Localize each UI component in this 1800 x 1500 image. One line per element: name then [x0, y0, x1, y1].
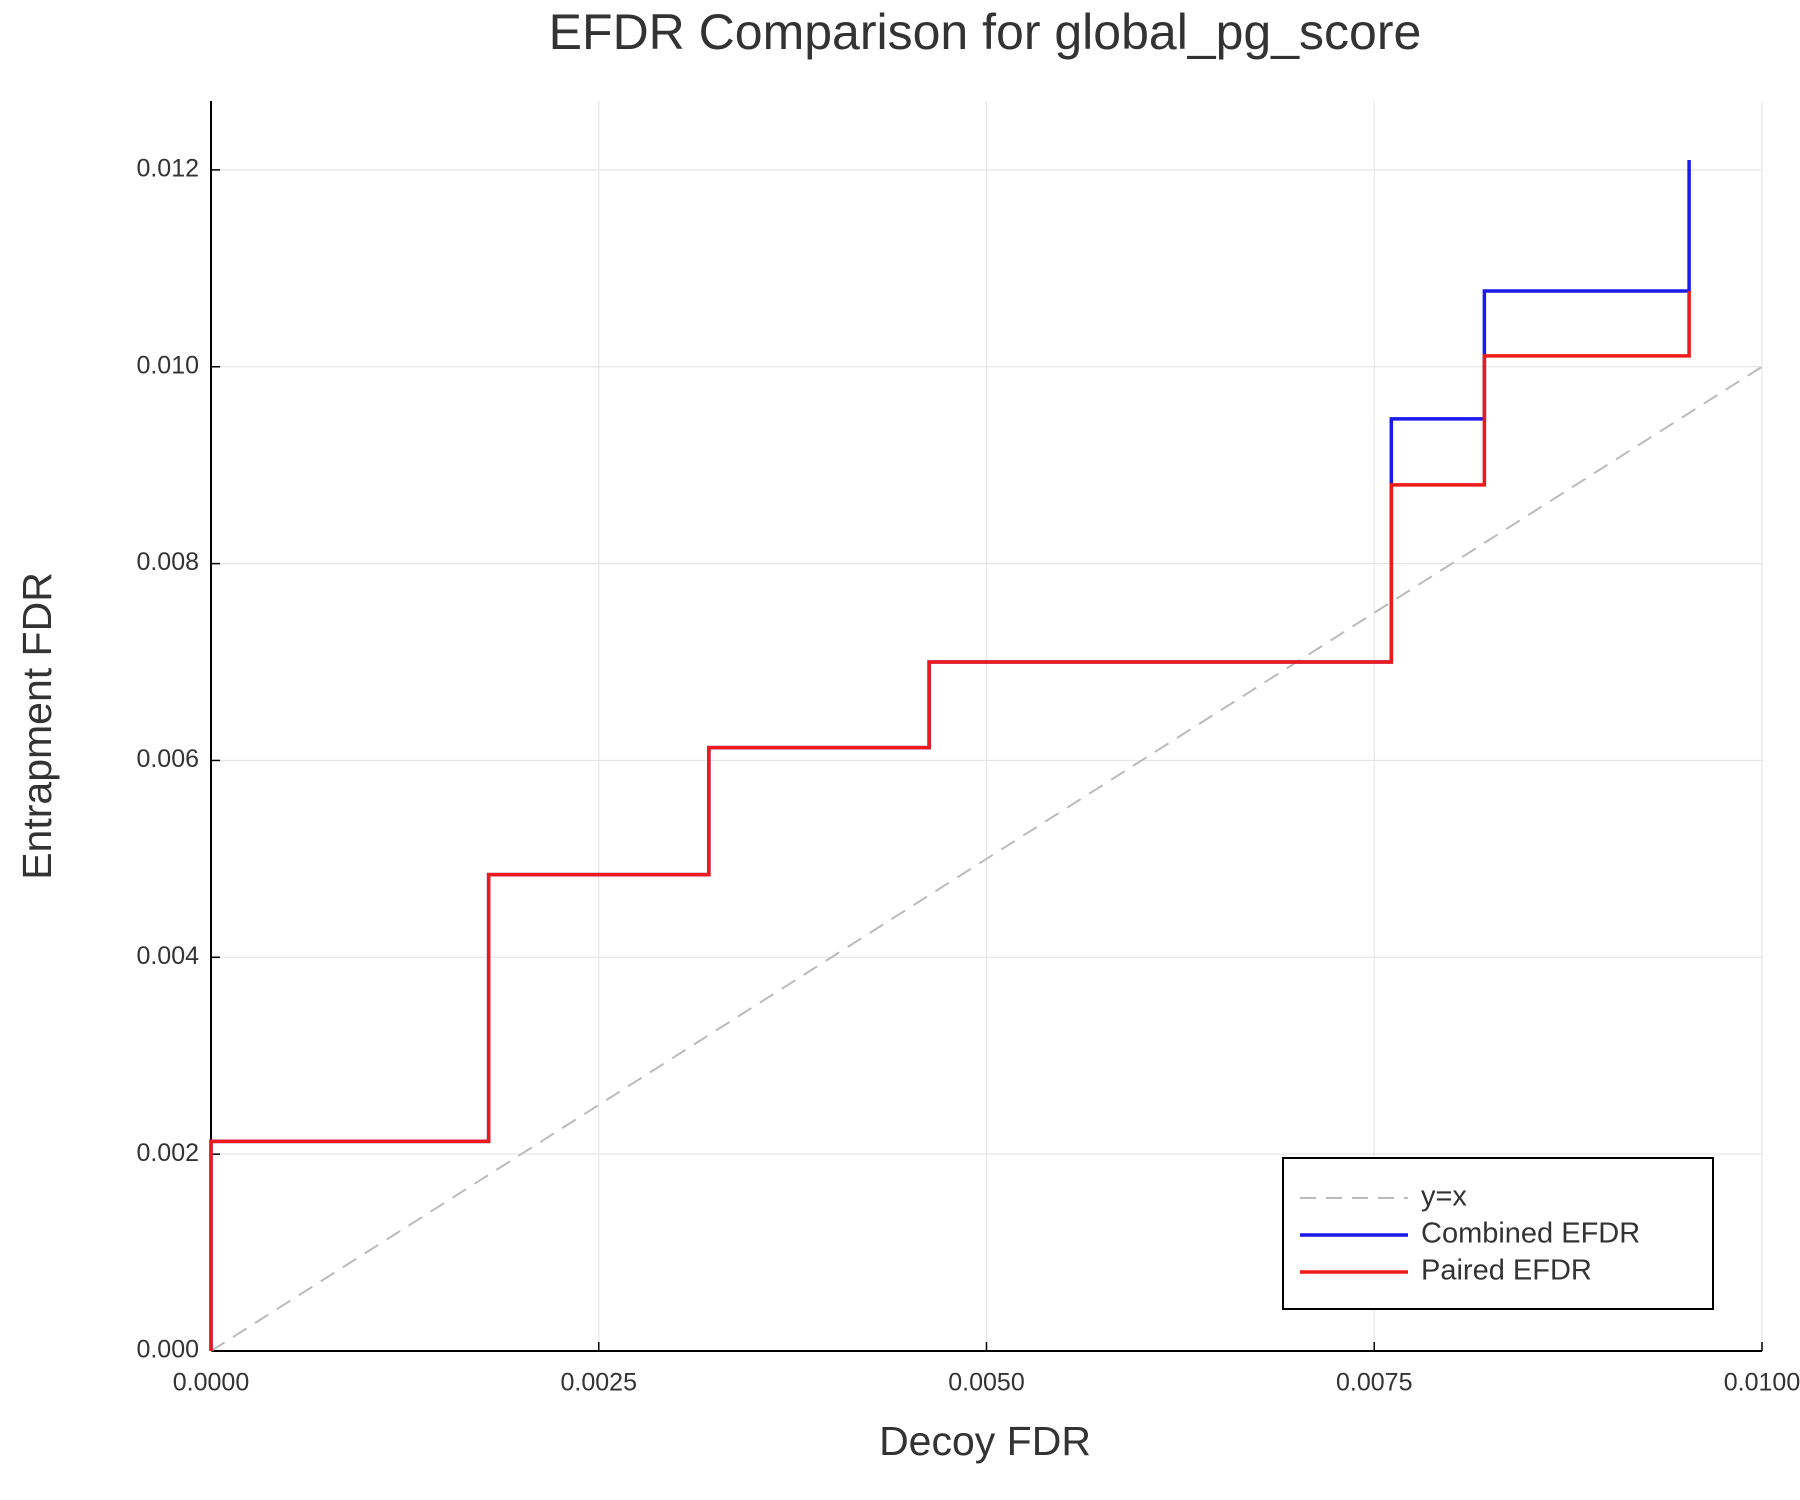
x-tick-label: 0.0025 [561, 1369, 637, 1397]
legend: y=x Combined EFDR Paired EFDR [1282, 1157, 1714, 1310]
y-tick-label: 0.000 [136, 1336, 199, 1364]
series-line [209, 290, 1691, 1351]
y-tick-label: 0.012 [136, 155, 199, 183]
y-axis-label: Entrapment FDR [14, 572, 60, 880]
legend-label: Combined EFDR [1421, 1218, 1640, 1250]
y-tick-label: 0.002 [136, 1139, 199, 1167]
legend-label: Paired EFDR [1421, 1255, 1592, 1287]
x-axis-label: Decoy FDR [879, 1418, 1091, 1464]
x-tick-label: 0.0000 [173, 1369, 249, 1397]
y-tick-label: 0.010 [136, 351, 199, 379]
x-tick-label: 0.0050 [948, 1369, 1024, 1397]
y-tick-label: 0.008 [136, 548, 199, 576]
x-tick-label: 0.0075 [1336, 1369, 1412, 1397]
chart-title: EFDR Comparison for global_pg_score [549, 4, 1422, 60]
x-tick-label: 0.0100 [1724, 1369, 1800, 1397]
y-tick-label: 0.006 [136, 745, 199, 773]
y-tick-label: 0.004 [136, 942, 199, 970]
legend-label: y=x [1421, 1181, 1467, 1213]
series-line [210, 365, 1763, 1352]
